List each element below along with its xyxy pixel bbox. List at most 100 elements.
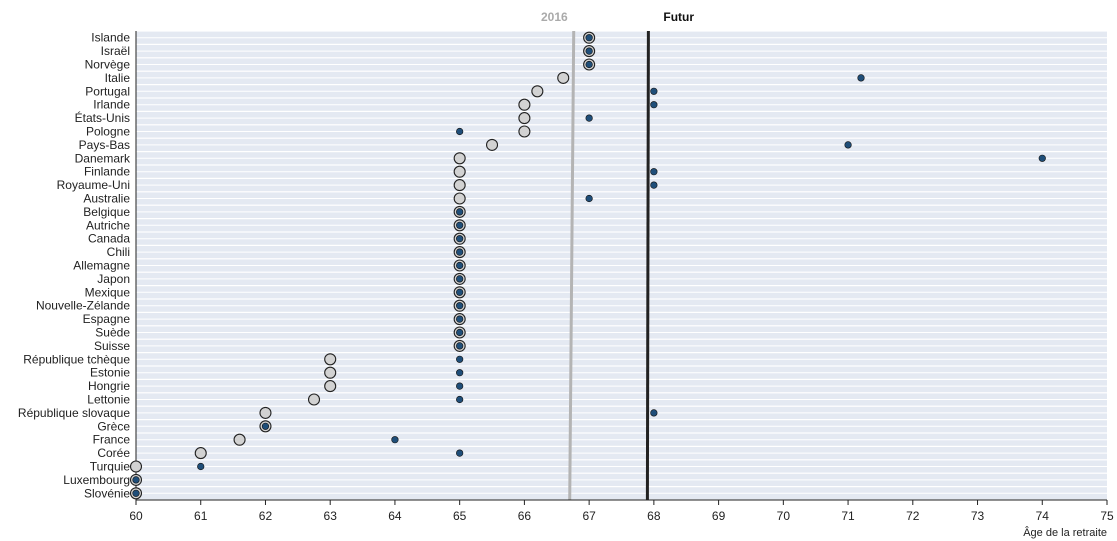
future-age-point (456, 315, 464, 323)
future-age-point (585, 47, 593, 55)
country-label: Pays-Bas (79, 138, 130, 152)
x-tick-label: 63 (324, 509, 338, 523)
future-age-point (132, 489, 140, 497)
country-label: Turquie (90, 460, 131, 474)
country-label: Portugal (85, 84, 130, 98)
data-points (129, 31, 1046, 500)
country-label: Allemagne (73, 259, 130, 273)
future-age-point (456, 395, 464, 404)
future-age-point (585, 194, 593, 203)
current-age-point (324, 380, 337, 393)
x-tick-label: 62 (259, 509, 273, 523)
country-label: Hongrie (88, 379, 130, 393)
country-label: Lettonie (87, 393, 130, 407)
current-age-point (485, 138, 499, 151)
row-bands (136, 31, 1107, 500)
future-age-point (456, 235, 464, 243)
country-label: Norvège (85, 58, 131, 72)
future-age-point (844, 141, 852, 149)
future-age-point (585, 60, 593, 69)
current-age-point (453, 179, 466, 192)
country-label: États-Unis (75, 110, 130, 125)
future-age-point (456, 127, 464, 136)
x-tick-label: 66 (518, 509, 532, 523)
country-label: Finlande (84, 165, 130, 179)
country-label: Italie (105, 71, 131, 85)
country-label: Mexique (85, 285, 131, 299)
current-age-point (518, 112, 531, 125)
future-age-point (650, 101, 658, 109)
x-tick-label: 73 (971, 509, 985, 523)
future-age-point (261, 422, 270, 430)
x-axis-label: Âge de la retraite (1023, 526, 1107, 539)
country-label: France (93, 433, 131, 447)
future-age-point (456, 208, 464, 216)
future-age-point (650, 181, 658, 189)
current-age-point (324, 353, 337, 366)
reference-line-label: 2016 (541, 10, 568, 24)
country-label: Japon (97, 272, 130, 286)
country-label: Luxembourg (63, 473, 130, 487)
x-tick-label: 75 (1100, 509, 1114, 523)
x-tick-label: 67 (582, 509, 596, 523)
x-tick-label: 61 (194, 509, 208, 523)
reference-line (568, 30, 576, 501)
future-age-point (456, 261, 464, 270)
country-label: Chili (107, 245, 130, 259)
country-label: Danemark (75, 151, 131, 165)
future-age-point (456, 221, 464, 229)
future-age-point (197, 462, 205, 471)
current-age-point (307, 393, 321, 406)
country-label: Suisse (94, 339, 130, 353)
future-age-point (456, 248, 464, 256)
current-age-point (518, 125, 531, 138)
current-age-point (129, 460, 143, 473)
current-age-point (531, 85, 544, 98)
country-label: Grèce (97, 419, 130, 433)
future-age-point (456, 342, 464, 350)
current-age-point (259, 406, 272, 419)
x-tick-label: 68 (647, 509, 661, 523)
current-age-point (453, 165, 466, 178)
x-tick-label: 69 (712, 509, 726, 523)
country-label: Canada (88, 232, 130, 246)
future-age-point (132, 476, 140, 484)
current-age-point (557, 71, 570, 84)
x-tick-label: 71 (841, 509, 855, 523)
x-tick-label: 74 (1036, 509, 1050, 523)
country-label: Nouvelle-Zélande (36, 299, 130, 313)
reference-line-label: Futur (663, 10, 694, 24)
future-age-point (650, 87, 658, 95)
future-age-point (456, 369, 464, 377)
country-label: Espagne (83, 312, 131, 326)
future-age-point (585, 34, 593, 42)
current-age-point (518, 98, 531, 111)
future-age-point (456, 302, 464, 310)
country-label: Belgique (83, 205, 130, 219)
future-age-point (391, 436, 399, 444)
country-label: Islande (91, 31, 130, 45)
current-age-point (233, 433, 246, 446)
future-age-point (456, 328, 464, 337)
country-label: Pologne (86, 125, 130, 139)
future-age-point (1038, 154, 1046, 162)
future-age-point (456, 275, 464, 283)
country-label: Estonie (90, 366, 130, 380)
current-age-point (453, 152, 466, 165)
x-tick-label: 65 (453, 509, 467, 523)
country-label: Slovénie (84, 486, 130, 500)
future-age-point (857, 74, 865, 82)
current-age-point (324, 366, 337, 379)
country-label: Corée (97, 446, 130, 460)
future-age-point (650, 168, 658, 176)
x-tick-label: 60 (129, 509, 143, 523)
future-age-point (650, 409, 658, 417)
country-label: Autriche (86, 218, 130, 232)
country-label: République slovaque (18, 406, 130, 420)
x-tick-label: 72 (906, 509, 920, 523)
country-labels: IslandeIsraëlNorvègeItaliePortugalIrland… (18, 31, 131, 501)
reference-line (645, 30, 650, 501)
future-age-point (585, 114, 593, 122)
future-age-point (456, 449, 464, 457)
